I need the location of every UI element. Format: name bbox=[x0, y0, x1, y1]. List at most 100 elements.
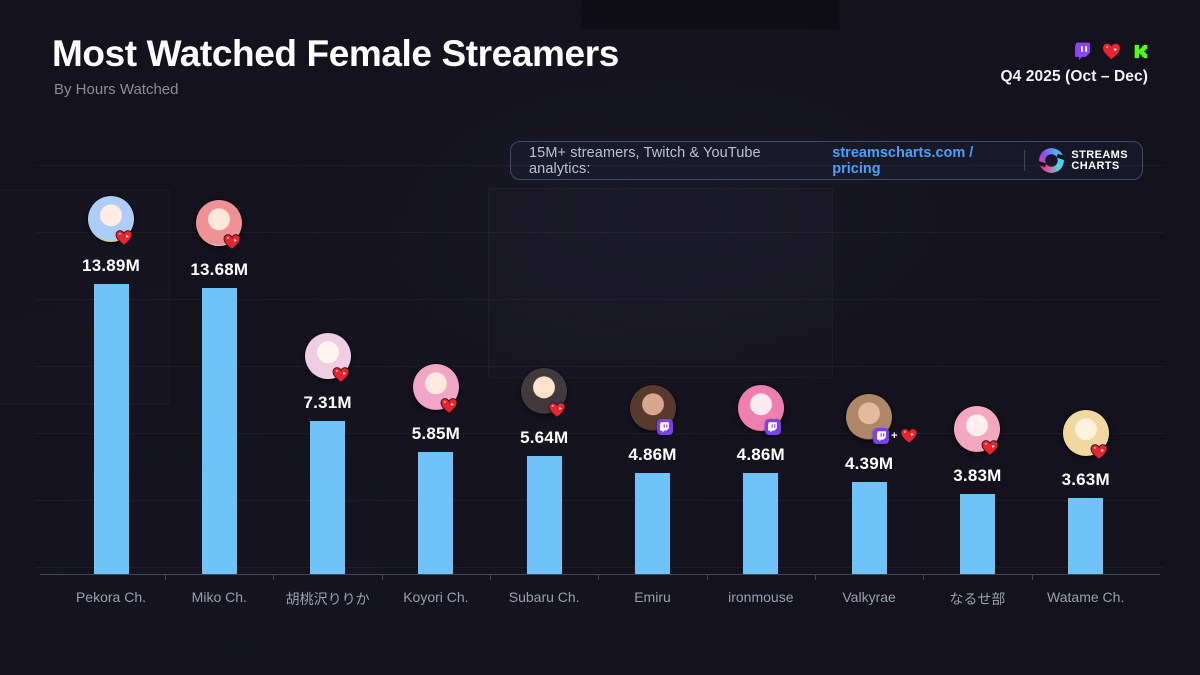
streamer-avatar bbox=[629, 385, 676, 435]
bar-column: 13.89M bbox=[57, 196, 165, 574]
bar-column: 5.85M bbox=[382, 364, 490, 574]
bar bbox=[93, 284, 129, 574]
bar bbox=[310, 421, 346, 574]
gridline bbox=[35, 232, 1165, 233]
bar-column: 4.86M bbox=[599, 385, 707, 574]
category-label: Valkyrae bbox=[842, 589, 896, 605]
axis-tick bbox=[598, 575, 600, 580]
youtube-heart-badge bbox=[115, 230, 133, 246]
bar-value-label: 5.64M bbox=[520, 428, 569, 447]
category-label: Emiru bbox=[634, 589, 671, 605]
bar bbox=[201, 288, 237, 574]
category-label: Watame Ch. bbox=[1047, 589, 1125, 605]
gridline bbox=[35, 500, 1165, 501]
bar bbox=[526, 456, 562, 574]
youtube-heart-badge bbox=[900, 428, 918, 444]
platform-badges bbox=[548, 402, 566, 418]
bar-value-label: 13.68M bbox=[190, 260, 249, 279]
promo-banner: 15M+ streamers, Twitch & YouTube analyti… bbox=[510, 141, 1143, 180]
axis-tick bbox=[923, 575, 925, 580]
streamer-avatar: + bbox=[846, 394, 917, 444]
youtube-heart-icon bbox=[1102, 43, 1121, 60]
bar bbox=[959, 494, 995, 574]
streamer-avatar bbox=[521, 368, 568, 418]
bar-column: 3.83M bbox=[923, 406, 1031, 574]
streamer-avatar bbox=[954, 406, 1001, 456]
twitch-badge bbox=[656, 419, 673, 435]
streamscharts-logo: STREAMS CHARTS bbox=[1039, 148, 1128, 173]
bar-value-label: 4.86M bbox=[628, 445, 677, 464]
streamer-avatar bbox=[737, 385, 784, 435]
page-title: Most Watched Female Streamers bbox=[52, 33, 619, 74]
category-label: Koyori Ch. bbox=[403, 589, 469, 605]
bar-column: +4.39M bbox=[815, 394, 923, 574]
bar-value-label: 7.31M bbox=[303, 393, 352, 412]
youtube-heart-badge bbox=[332, 367, 350, 383]
kick-icon bbox=[1132, 43, 1148, 60]
axis-tick bbox=[273, 575, 275, 580]
axis-tick bbox=[814, 575, 816, 580]
twitch-badge bbox=[873, 428, 890, 444]
streamscharts-swirl-icon bbox=[1039, 148, 1065, 173]
bar-value-label: 3.63M bbox=[1061, 470, 1110, 489]
bar-column: 13.68M bbox=[165, 200, 273, 574]
twitch-icon bbox=[1074, 42, 1091, 61]
category-label: Miko Ch. bbox=[191, 589, 247, 605]
platform-icons bbox=[1074, 42, 1148, 61]
platform-badges bbox=[332, 367, 350, 383]
platform-badges bbox=[223, 234, 241, 250]
promo-link[interactable]: streamscharts.com / pricing bbox=[832, 144, 974, 177]
youtube-heart-badge bbox=[1090, 444, 1108, 460]
x-axis-line bbox=[40, 574, 1160, 575]
platform-badges bbox=[1090, 444, 1108, 460]
bar-value-label: 5.85M bbox=[411, 424, 461, 443]
platform-badges bbox=[981, 440, 999, 456]
bar-column: 7.31M bbox=[274, 333, 382, 574]
axis-tick bbox=[490, 575, 492, 580]
streamer-avatar bbox=[412, 364, 459, 414]
axis-tick bbox=[1031, 575, 1033, 580]
youtube-heart-badge bbox=[440, 398, 458, 414]
category-label: ironmouse bbox=[728, 589, 794, 605]
gridline bbox=[35, 299, 1165, 300]
platform-badges bbox=[764, 419, 781, 435]
platform-badges bbox=[115, 230, 133, 246]
bar bbox=[851, 482, 887, 574]
streamer-avatar bbox=[88, 196, 134, 246]
divider bbox=[1024, 150, 1026, 171]
axis-tick bbox=[706, 575, 708, 580]
bar-value-label: 4.86M bbox=[736, 445, 785, 464]
bar-column: 3.63M bbox=[1032, 410, 1140, 574]
category-label: Subaru Ch. bbox=[508, 589, 580, 605]
brand-line-2: CHARTS bbox=[1071, 159, 1120, 172]
streamer-avatar bbox=[1062, 410, 1109, 460]
brand-line-1: STREAMS bbox=[1071, 149, 1128, 161]
streamer-avatar bbox=[304, 333, 351, 383]
gridline bbox=[35, 366, 1165, 367]
axis-tick bbox=[381, 575, 383, 580]
platform-badges bbox=[656, 419, 673, 435]
platform-badges: + bbox=[873, 428, 917, 444]
bar-column: 5.64M bbox=[490, 368, 598, 574]
youtube-heart-badge bbox=[981, 440, 999, 456]
axis-tick bbox=[165, 575, 167, 580]
plus-sign: + bbox=[891, 429, 898, 442]
category-label: 胡桃沢りりか bbox=[285, 591, 370, 607]
bar-value-label: 3.83M bbox=[953, 466, 1002, 485]
gridline bbox=[35, 165, 1165, 166]
period-label: Q4 2025 (Oct – Dec) bbox=[1000, 68, 1148, 85]
bar bbox=[1068, 498, 1104, 574]
bar-value-label: 4.39M bbox=[844, 454, 894, 473]
bar bbox=[743, 473, 779, 574]
gridline bbox=[35, 433, 1165, 434]
youtube-heart-badge bbox=[223, 234, 241, 250]
bar bbox=[635, 473, 670, 574]
promo-text: 15M+ streamers, Twitch & YouTube analyti… bbox=[529, 144, 761, 177]
gridline bbox=[35, 567, 1165, 568]
header-meta: Q4 2025 (Oct – Dec) bbox=[1001, 42, 1149, 86]
bar-value-label: 13.89M bbox=[82, 256, 140, 275]
category-label: Pekora Ch. bbox=[75, 589, 147, 605]
bar-column: 4.86M bbox=[707, 385, 815, 574]
